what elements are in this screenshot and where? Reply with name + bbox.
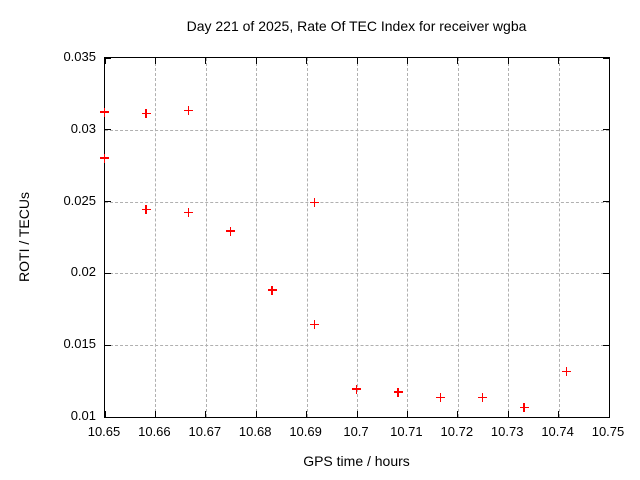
x-tick-mark-top (558, 58, 560, 64)
data-point-marker (310, 320, 320, 330)
y-tick-label: 0.03 (70, 120, 96, 136)
x-tick-label: 10.68 (238, 424, 272, 439)
data-point-marker (100, 153, 109, 163)
data-point-marker (141, 109, 151, 118)
y-tick-label: 0.015 (63, 336, 96, 352)
x-gridline (457, 58, 459, 417)
x-tick-mark-bottom (205, 411, 207, 417)
y-tick-mark-right (603, 57, 609, 59)
x-tick-mark-bottom (154, 411, 156, 417)
x-tick-mark-top (104, 58, 106, 64)
x-tick-mark-top (306, 58, 308, 64)
chart-title: Day 221 of 2025, Rate Of TEC Index for r… (186, 18, 527, 34)
x-tick-mark-bottom (255, 411, 257, 417)
x-tick-mark-bottom (457, 411, 459, 417)
data-point-marker (184, 208, 194, 218)
y-tick-mark-left (105, 272, 111, 274)
x-gridline (205, 58, 207, 417)
x-tick-label: 10.66 (138, 424, 171, 439)
x-tick-label: 10.72 (440, 424, 474, 439)
x-tick-label: 10.75 (591, 424, 625, 439)
x-gridline (306, 58, 308, 417)
x-tick-label: 10.67 (188, 424, 222, 439)
data-point-marker (184, 106, 194, 116)
plot-area (100, 57, 610, 418)
x-tick-label: 10.65 (87, 424, 121, 439)
data-point-marker (100, 107, 109, 117)
y-tick-label: 0.035 (63, 49, 96, 64)
x-axis-label: GPS time / hours (303, 453, 410, 469)
data-point-marker (562, 367, 572, 377)
x-tick-mark-bottom (306, 411, 308, 417)
data-point-marker (267, 285, 277, 295)
x-tick-mark-top (608, 58, 610, 64)
y-tick-label: 0.02 (70, 264, 96, 280)
y-gridline (105, 345, 609, 347)
y-tick-mark-right (603, 129, 609, 131)
x-tick-mark-top (205, 58, 207, 64)
x-tick-label: 10.69 (289, 424, 322, 439)
y-tick-mark-left (105, 57, 111, 59)
x-gridline (508, 58, 510, 417)
y-tick-mark-right (603, 344, 609, 346)
data-point-marker (352, 384, 361, 394)
data-point-marker (310, 198, 320, 208)
x-tick-mark-top (457, 58, 459, 64)
x-tick-mark-bottom (104, 411, 106, 417)
x-tick-label: 10.73 (490, 424, 524, 439)
y-tick-mark-right (603, 416, 609, 418)
y-tick-mark-left (105, 129, 111, 131)
x-tick-mark-bottom (507, 411, 509, 417)
y-tick-mark-left (105, 201, 111, 203)
y-tick-mark-right (603, 201, 609, 203)
x-tick-mark-bottom (558, 411, 560, 417)
x-gridline (256, 58, 258, 417)
data-point-marker (478, 393, 487, 403)
x-gridline (155, 58, 157, 417)
y-tick-mark-right (603, 272, 609, 274)
x-tick-label: 10.7 (343, 424, 369, 439)
x-gridline (558, 58, 560, 417)
x-gridline (357, 58, 358, 417)
data-point-marker (141, 205, 151, 215)
x-tick-mark-top (406, 58, 408, 64)
y-tick-mark-left (105, 416, 111, 418)
x-tick-mark-bottom (406, 411, 408, 417)
x-gridline (407, 58, 409, 417)
x-tick-mark-top (356, 58, 358, 64)
y-gridline (105, 129, 609, 131)
y-tick-label: 0.025 (63, 192, 96, 208)
x-tick-label: 10.74 (541, 424, 574, 439)
y-gridline (105, 201, 609, 203)
x-tick-mark-top (507, 58, 509, 64)
data-point-marker (393, 387, 403, 397)
data-point-marker (436, 393, 446, 403)
y-tick-label: 0.01 (70, 408, 96, 423)
y-gridline (105, 273, 609, 275)
x-tick-mark-bottom (608, 411, 610, 417)
data-point-marker (226, 226, 235, 236)
y-tick-mark-left (105, 344, 111, 346)
x-tick-mark-bottom (356, 411, 358, 417)
x-tick-mark-top (154, 58, 156, 64)
x-tick-label: 10.71 (390, 424, 423, 439)
x-tick-mark-top (255, 58, 257, 64)
data-point-marker (519, 403, 529, 413)
